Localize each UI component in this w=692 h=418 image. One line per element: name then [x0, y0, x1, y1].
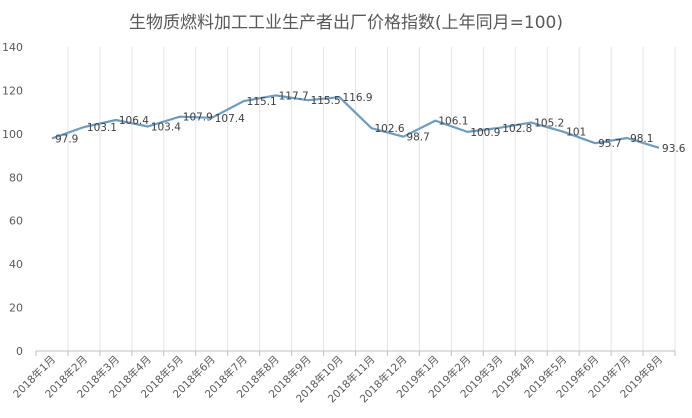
y-tick-label: 0	[16, 345, 23, 358]
y-tick-label: 60	[9, 215, 23, 228]
data-label: 115.1	[247, 96, 277, 108]
data-label: 102.8	[502, 123, 532, 135]
data-label: 98.1	[630, 133, 653, 145]
data-label: 107.4	[215, 113, 245, 125]
data-label: 102.6	[374, 123, 404, 135]
chart-title: 生物质燃料加工工业生产者出厂价格指数(上年同月=100)	[129, 13, 563, 33]
y-tick-label: 80	[9, 171, 23, 184]
y-tick-label: 100	[2, 128, 23, 141]
data-label: 103.4	[151, 121, 181, 133]
y-tick-label: 140	[2, 41, 23, 54]
data-label: 106.4	[119, 115, 149, 127]
data-label: 117.7	[279, 90, 309, 102]
data-label: 106.1	[438, 116, 468, 128]
data-label: 115.5	[311, 95, 341, 107]
y-tick-label: 40	[9, 258, 23, 271]
data-label: 93.6	[662, 143, 686, 155]
data-label: 116.9	[343, 92, 373, 104]
data-label: 97.9	[55, 133, 78, 145]
series-line	[51, 94, 660, 149]
data-label: 98.7	[406, 132, 429, 144]
data-label: 101	[566, 127, 586, 139]
data-label: 105.2	[534, 118, 564, 130]
data-label: 107.9	[183, 112, 213, 124]
y-tick-label: 20	[9, 302, 23, 315]
data-label: 100.9	[470, 127, 500, 139]
data-label: 95.7	[598, 138, 621, 150]
y-tick-label: 120	[2, 84, 23, 97]
data-label: 103.1	[87, 122, 117, 134]
